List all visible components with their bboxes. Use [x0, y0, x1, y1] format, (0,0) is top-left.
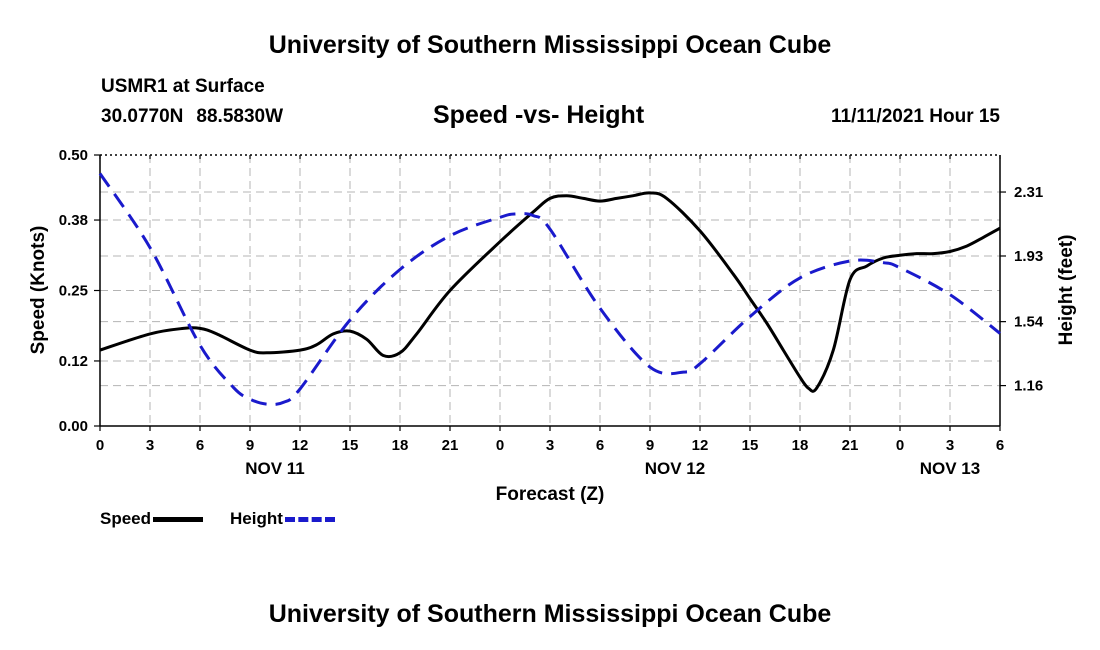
x-tick-label: 0: [496, 437, 504, 454]
page-title: University of Southern Mississippi Ocean…: [268, 31, 832, 59]
x-tick-label: 12: [692, 437, 709, 454]
legend-speed-swatch: [153, 517, 204, 523]
speed-series-line: [99, 191, 1001, 393]
height-series-line: [98, 172, 1001, 407]
x-tick-label: 15: [742, 437, 759, 454]
legend-height: Height: [230, 509, 335, 529]
legend-speed-label: Speed: [100, 509, 152, 528]
grid: [100, 155, 1000, 426]
x-tick-label: 0: [96, 437, 104, 454]
forecast-datetime: 11/11/2021 Hour 15: [830, 106, 1000, 127]
x-tick-label: 18: [392, 437, 409, 454]
x-tick-label: 6: [596, 437, 604, 454]
x-tick-label: 6: [196, 437, 204, 454]
latitude: 30.0770N: [101, 106, 184, 127]
x-axis-label: Forecast (Z): [496, 484, 605, 505]
y-axis-label-right: Height (feet): [1056, 235, 1077, 346]
x-tick-label: 3: [946, 437, 954, 454]
station-label: USMR1 at Surface: [101, 76, 265, 97]
x-tick-label: 12: [292, 437, 309, 454]
x-tick-label: 9: [246, 437, 254, 454]
x-day-label: NOV 11: [245, 459, 305, 478]
x-tick-label: 3: [146, 437, 154, 454]
legend-speed: Speed: [100, 509, 204, 529]
y-tick-label: 0.38: [59, 212, 88, 229]
legend-height-swatch: [284, 517, 335, 523]
y2-tick-label: 1.16: [1014, 378, 1043, 395]
station-coordinates: 30.0770N 88.5830W: [101, 106, 283, 128]
legend-height-label: Height: [230, 509, 283, 528]
y-tick-label: 0.12: [59, 353, 88, 370]
x-tick-label: 3: [546, 437, 554, 454]
x-tick-label: 15: [342, 437, 359, 454]
series: [98, 172, 1001, 407]
y-tick-label: 0.25: [59, 283, 88, 300]
axes: 0 3 6 9 12 15 18 21 0 3 6 9 12 15 18 21 0 3 6 NOV 11 NOV 12 N…: [59, 147, 1044, 478]
x-tick-label: 18: [792, 437, 809, 454]
x-tick-label: 9: [646, 437, 654, 454]
y-tick-label: 0.00: [59, 418, 88, 435]
x-day-label: NOV 13: [920, 459, 980, 478]
x-tick-label: 6: [996, 437, 1004, 454]
chart-title: Speed -vs- Height: [433, 101, 645, 129]
x-tick-label: 21: [842, 437, 859, 454]
y2-tick-label: 1.54: [1014, 314, 1044, 331]
x-tick-label: 21: [442, 437, 459, 454]
y2-tick-label: 2.31: [1014, 184, 1043, 201]
x-day-label: NOV 12: [645, 459, 705, 478]
footer-title: University of Southern Mississippi Ocean…: [268, 600, 832, 628]
x-tick-label: 0: [896, 437, 904, 454]
longitude: 88.5830W: [196, 106, 284, 127]
y-tick-label: 0.50: [59, 147, 88, 164]
y2-tick-label: 1.93: [1014, 248, 1043, 265]
y-axis-label-left: Speed (Knots): [28, 226, 49, 355]
